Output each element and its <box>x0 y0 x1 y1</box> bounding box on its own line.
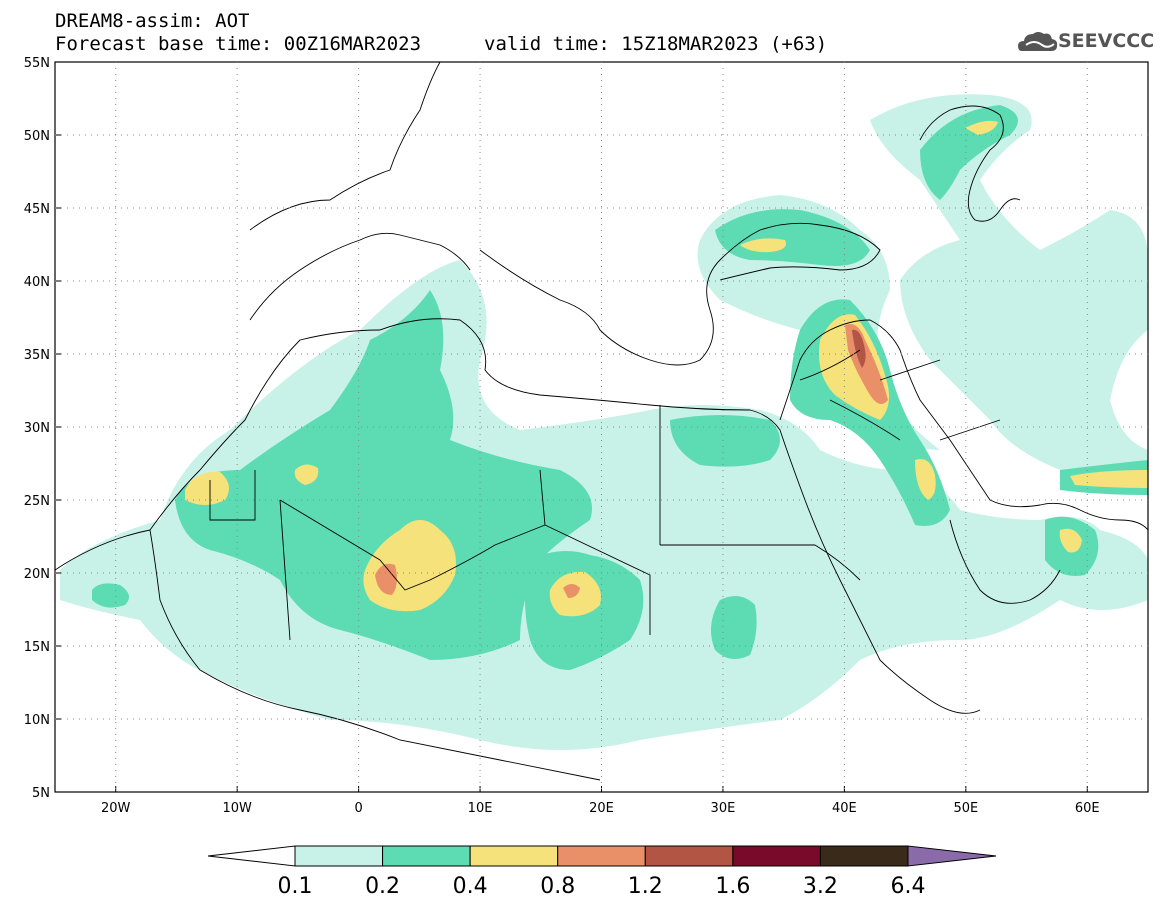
lat-label: 55N <box>24 56 50 71</box>
colorbar-label: 3.2 <box>803 874 838 899</box>
aot-field <box>60 94 1148 750</box>
lat-label: 5N <box>32 786 50 801</box>
logo-text: SEEVCCC <box>1058 30 1155 52</box>
colorbar-swatch <box>732 845 821 867</box>
colorbar-swatch <box>557 845 646 867</box>
colorbar-label: 0.2 <box>365 874 400 899</box>
colorbar-label: 6.4 <box>891 874 926 899</box>
colorbar-swatch <box>819 845 909 867</box>
colorbar-label: 0.4 <box>453 874 488 899</box>
lat-label: 30N <box>24 421 50 436</box>
colorbar-swatch <box>294 845 384 867</box>
lon-label: 0 <box>354 801 362 816</box>
forecast-base-time: Forecast base time: 00Z16MAR2023 <box>55 33 422 55</box>
colorbar-swatch <box>382 845 471 867</box>
lon-label: 10W <box>222 801 252 816</box>
lat-label: 15N <box>24 640 50 655</box>
aot-region-high-west <box>185 471 229 505</box>
map-title: DREAM8-assim: AOT <box>55 10 250 32</box>
aot-region-high-oman <box>1059 528 1082 553</box>
aot-region-high-algeria <box>294 464 319 485</box>
colorbar-label: 0.1 <box>278 874 313 899</box>
aot-region-mid-west <box>92 583 129 608</box>
lon-label: 10E <box>468 801 493 816</box>
colorbar-swatch <box>644 845 734 867</box>
lat-label: 25N <box>24 494 50 509</box>
lon-label: 50E <box>953 801 978 816</box>
aot-region-extreme-iraq <box>852 329 866 368</box>
aot-region-veryhigh-chad <box>563 584 580 598</box>
lat-label: 35N <box>24 348 50 363</box>
aot-region-veryhigh-mali <box>375 563 397 595</box>
lon-label: 20E <box>589 801 614 816</box>
aot-region-high-caspian <box>965 120 998 135</box>
colorbar: 0.1 0.2 0.4 0.8 1.2 1.6 3.2 6.4 <box>207 845 997 899</box>
lon-label: 60E <box>1075 801 1100 816</box>
lat-label: 20N <box>24 567 50 582</box>
aot-region-low-caspian <box>870 94 1148 481</box>
colorbar-label: 1.6 <box>715 874 750 899</box>
colorbar-swatch <box>469 845 559 867</box>
aot-region-mid-sahara <box>175 290 592 660</box>
cloud-logo-icon <box>1018 32 1058 51</box>
lat-label: 50N <box>24 129 50 144</box>
aot-region-mid-blacksea <box>715 209 870 266</box>
longitude-labels: 20W 10W 0 10E 20E 30E 40E 50E 60E <box>101 62 1100 816</box>
valid-time: valid time: 15Z18MAR2023 (+63) <box>484 33 828 55</box>
colorbar-high-arrow <box>907 845 997 867</box>
aot-region-mid-egypt <box>670 415 780 467</box>
colorbar-label: 0.8 <box>540 874 575 899</box>
aot-region-mid-sudan <box>711 596 757 659</box>
lat-label: 10N <box>24 713 50 728</box>
lon-label: 40E <box>832 801 857 816</box>
lon-label: 30E <box>711 801 736 816</box>
lat-label: 45N <box>24 202 50 217</box>
colorbar-label: 1.2 <box>628 874 663 899</box>
aot-region-high-saudi <box>915 459 936 500</box>
aot-region-high-iran <box>1070 470 1148 488</box>
coastlines <box>55 62 1148 781</box>
lon-label: 20W <box>101 801 131 816</box>
colorbar-low-arrow <box>207 845 296 867</box>
aot-region-high-blacksea <box>740 238 786 253</box>
lat-label: 40N <box>24 275 50 290</box>
